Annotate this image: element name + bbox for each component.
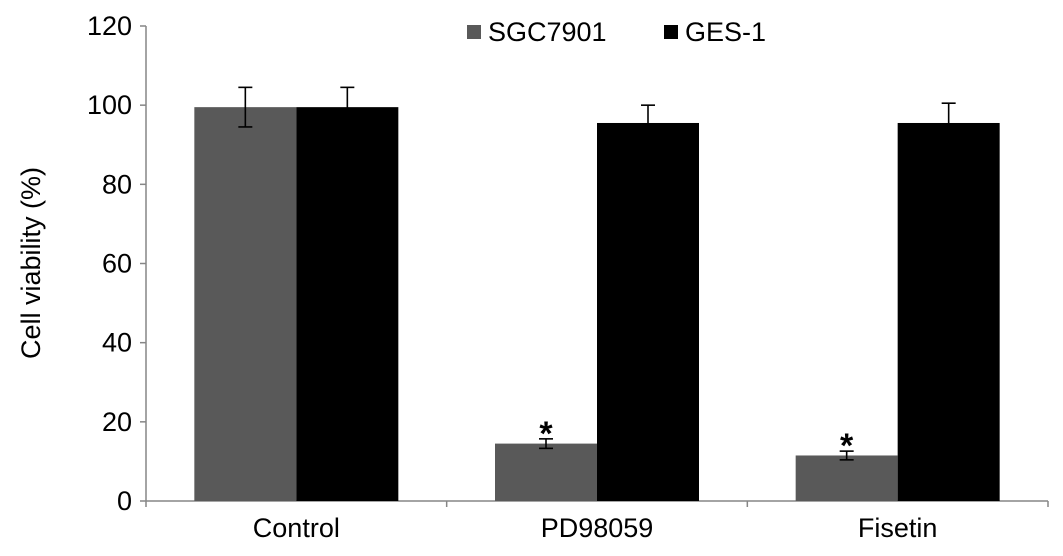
bar-ges-1-pd98059 xyxy=(597,122,699,502)
bar-ges-1-fisetin xyxy=(897,122,1000,502)
legend-swatch-ges-1 xyxy=(664,25,678,39)
significance-asterisk: * xyxy=(840,427,854,465)
bar-sgc7901-control xyxy=(194,107,297,501)
x-category-label: Fisetin xyxy=(858,513,938,543)
bar-sgc7901-fisetin xyxy=(795,455,898,501)
y-tick-label: 20 xyxy=(102,407,132,437)
y-tick-label: 120 xyxy=(87,11,132,41)
y-tick-label: 80 xyxy=(102,169,132,199)
legend-swatch-sgc7901 xyxy=(467,25,481,39)
x-category-label: PD98059 xyxy=(541,513,654,543)
y-axis-title: Cell viability (%) xyxy=(16,167,46,359)
x-category-label: Control xyxy=(253,513,340,543)
legend-label-ges-1: GES-1 xyxy=(685,17,766,47)
significance-asterisk: * xyxy=(539,415,553,453)
y-tick-label: 0 xyxy=(117,486,132,516)
y-tick-label: 40 xyxy=(102,328,132,358)
legend-label-sgc7901: SGC7901 xyxy=(488,17,607,47)
bar-sgc7901-pd98059 xyxy=(495,443,597,501)
bar-ges-1-control xyxy=(296,107,399,501)
y-tick-label: 100 xyxy=(87,90,132,120)
y-tick-label: 60 xyxy=(102,249,132,279)
